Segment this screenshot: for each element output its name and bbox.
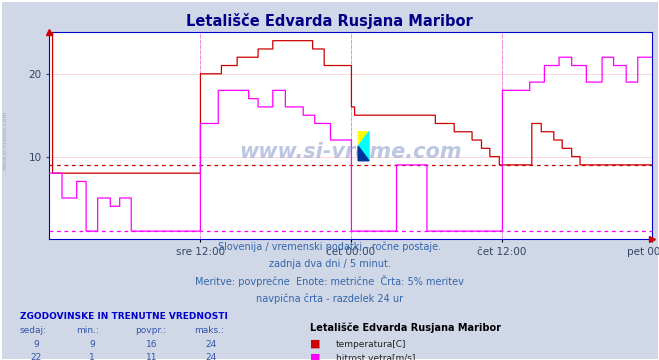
Text: Letališče Edvarda Rusjana Maribor: Letališče Edvarda Rusjana Maribor	[310, 323, 501, 333]
Text: www.si-vreme.com: www.si-vreme.com	[240, 143, 462, 162]
Polygon shape	[358, 132, 369, 161]
Text: povpr.:: povpr.:	[135, 326, 166, 335]
Polygon shape	[358, 132, 369, 146]
Text: 9: 9	[90, 340, 95, 349]
Text: 24: 24	[205, 354, 217, 360]
Text: min.:: min.:	[76, 326, 99, 335]
Text: maks.:: maks.:	[194, 326, 224, 335]
Text: ■: ■	[310, 339, 320, 349]
Text: 1: 1	[90, 354, 95, 360]
Text: 16: 16	[146, 340, 158, 349]
Polygon shape	[358, 146, 369, 161]
Text: temperatura[C]: temperatura[C]	[336, 340, 407, 349]
Text: navpična črta - razdelek 24 ur: navpična črta - razdelek 24 ur	[256, 293, 403, 304]
Text: Letališče Edvarda Rusjana Maribor: Letališče Edvarda Rusjana Maribor	[186, 13, 473, 28]
Text: Slovenija / vremenski podatki - ročne postaje.: Slovenija / vremenski podatki - ročne po…	[218, 242, 441, 252]
Text: zadnja dva dni / 5 minut.: zadnja dva dni / 5 minut.	[269, 260, 390, 270]
Text: www.si-vreme.com: www.si-vreme.com	[3, 111, 8, 170]
Text: Meritve: povprečne  Enote: metrične  Črta: 5% meritev: Meritve: povprečne Enote: metrične Črta:…	[195, 275, 464, 287]
Text: hitrost vetra[m/s]: hitrost vetra[m/s]	[336, 354, 415, 360]
Text: 9: 9	[34, 340, 39, 349]
Text: 22: 22	[30, 354, 42, 360]
Text: 11: 11	[146, 354, 158, 360]
Text: ZGODOVINSKE IN TRENUTNE VREDNOSTI: ZGODOVINSKE IN TRENUTNE VREDNOSTI	[20, 312, 227, 321]
Text: sedaj:: sedaj:	[20, 326, 47, 335]
Text: 24: 24	[205, 340, 217, 349]
Text: ■: ■	[310, 352, 320, 360]
